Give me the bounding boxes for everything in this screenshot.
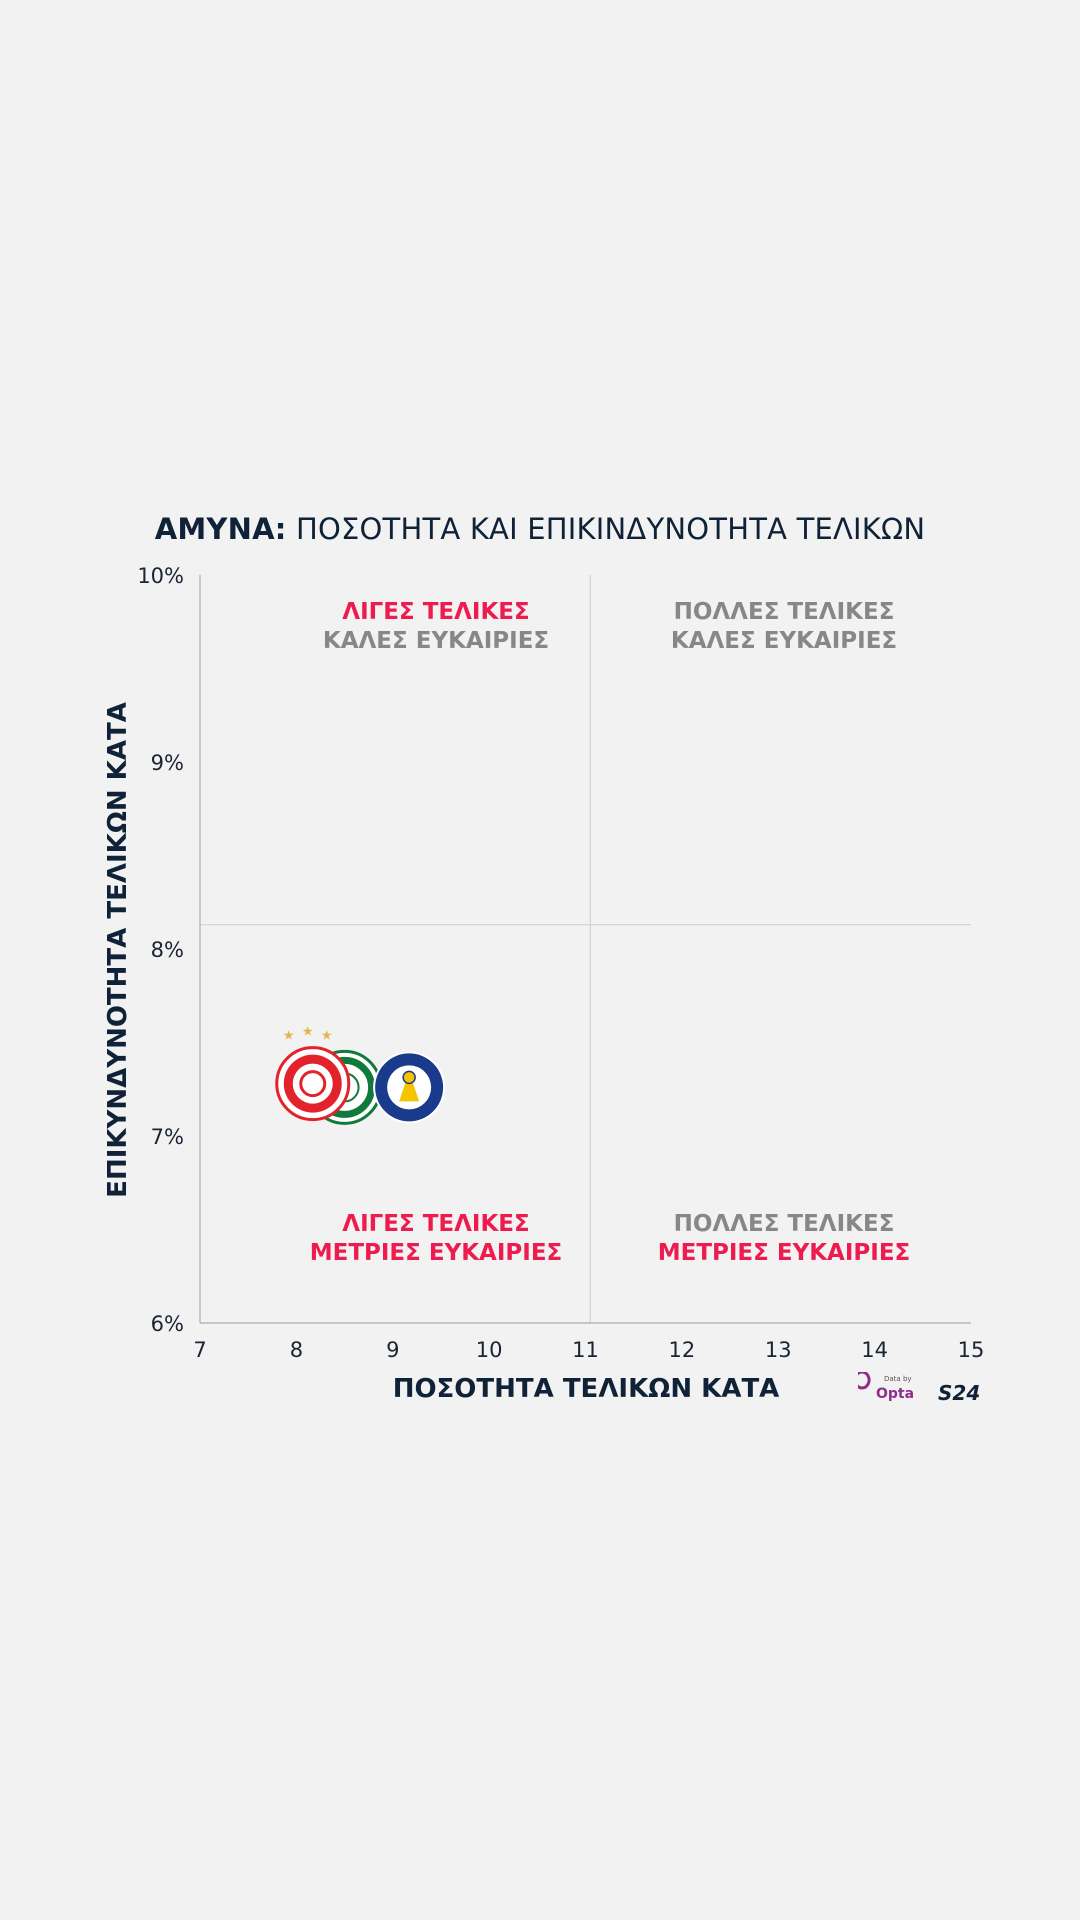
team-point [373,1051,446,1124]
brand-logos: Data by Opta S24 [858,1372,980,1405]
y-tick-label: 8% [151,938,184,962]
rider-figure [399,1071,420,1102]
x-tick-label: 15 [958,1338,985,1362]
quadrant-line-1: ΠΟΛΛΕΣ ΤΕΛΙΚΕΣ [674,599,895,625]
y-tick-label: 9% [151,751,184,775]
x-tick-label: 10 [476,1338,503,1362]
star-icon: ★ [283,1029,295,1044]
quadrant-line-2: ΜΕΤΡΙΕΣ ΕΥΚΑΙΡΙΕΣ [658,1240,911,1266]
x-tick-label: 14 [861,1338,888,1362]
star-icon: ★ [321,1029,333,1044]
crest-inner [292,1063,333,1104]
y-axis-title: ΕΠΙΚΥΝΔΥΝΟΤΗΤΑ ΤΕΛΙΚΩΝ ΚΑΤΑ [103,702,133,1198]
x-tick-label: 8 [290,1338,303,1362]
tick-labels: 7 8 9 10 11 12 13 14 15 6% 7% 8% 9% 10% [137,564,984,1362]
quadrant-line-2: ΚΑΛΕΣ ΕΥΚΑΙΡΙΕΣ [323,628,549,654]
y-tick-label: 6% [151,1312,184,1336]
crest-laurel [299,1070,327,1098]
quadrant-line-2: ΜΕΤΡΙΕΣ ΕΥΚΑΙΡΙΕΣ [310,1240,563,1266]
quadrant-label-top-left: ΛΙΓΕΣ ΤΕΛΙΚΕΣ ΚΑΛΕΣ ΕΥΚΑΙΡΙΕΣ [323,599,549,654]
star-icon: ★ [302,1025,314,1040]
opta-logo: Data by Opta [858,1372,914,1402]
quadrant-label-top-right: ΠΟΛΛΕΣ ΤΕΛΙΚΕΣ ΚΑΛΕΣ ΕΥΚΑΙΡΙΕΣ [671,599,897,654]
x-axis-title: ΠΟΣΟΤΗΤΑ ΤΕΛΙΚΩΝ ΚΑΤΑ [393,1374,780,1404]
reference-lines [200,575,971,1323]
quadrant-line-1: ΛΙΓΕΣ ΤΕΛΙΚΕΣ [342,1211,529,1237]
quadrant-label-bottom-left: ΛΙΓΕΣ ΤΕΛΙΚΕΣ ΜΕΤΡΙΕΣ ΕΥΚΑΙΡΙΕΣ [310,1211,563,1266]
team-points: ★ ★ ★ [275,1025,446,1125]
quadrant-line-2: ΚΑΛΕΣ ΕΥΚΑΙΡΙΕΣ [671,628,897,654]
team-point: ★ ★ ★ [275,1025,351,1122]
s24-logo: S24 [938,1381,980,1405]
x-tick-label: 12 [669,1338,696,1362]
x-tick-label: 7 [193,1338,206,1362]
rider-head [402,1070,416,1085]
quadrant-line-1: ΠΟΛΛΕΣ ΤΕΛΙΚΕΣ [674,1211,895,1237]
opta-wordmark: Opta [876,1386,914,1402]
chart-title-rest: ΠΟΣΟΤΗΤΑ ΚΑΙ ΕΠΙΚΙΝΔΥΝΟΤΗΤΑ ΤΕΛΙΚΩΝ [286,512,926,546]
opta-mark-icon [858,1372,871,1390]
axes [199,575,971,1324]
x-tick-label: 11 [572,1338,599,1362]
quadrant-line-1: ΛΙΓΕΣ ΤΕΛΙΚΕΣ [342,599,529,625]
data-by-label: Data by [884,1375,912,1383]
y-tick-label: 7% [151,1125,184,1149]
x-tick-label: 13 [765,1338,792,1362]
y-tick-label: 10% [137,564,184,588]
chart-title: ΑΜΥΝΑ: ΠΟΣΟΤΗΤΑ ΚΑΙ ΕΠΙΚΙΝΔΥΝΟΤΗΤΑ ΤΕΛΙΚ… [0,512,1080,546]
quadrant-label-bottom-right: ΠΟΛΛΕΣ ΤΕΛΙΚΕΣ ΜΕΤΡΙΕΣ ΕΥΚΑΙΡΙΕΣ [658,1211,911,1266]
x-tick-label: 9 [386,1338,399,1362]
chart-title-bold: ΑΜΥΝΑ: [154,512,287,546]
